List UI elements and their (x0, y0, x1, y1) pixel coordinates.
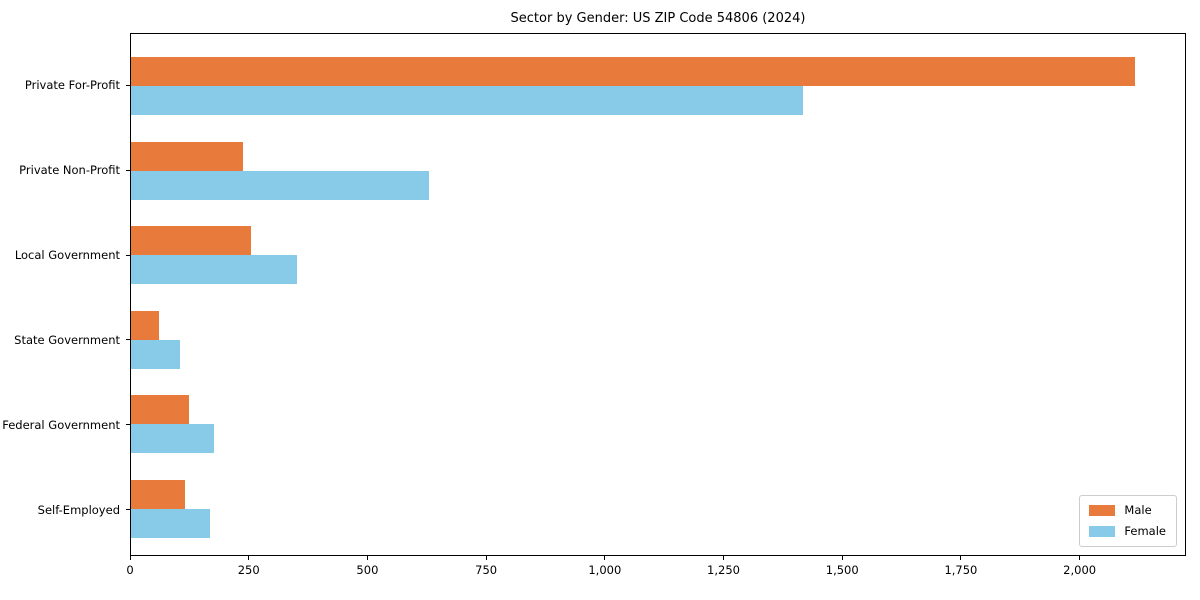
x-tick-mark (248, 556, 250, 560)
x-tick-label: 2,000 (1063, 563, 1097, 577)
y-axis-label: State Government (14, 332, 120, 347)
legend: Male Female (1079, 495, 1177, 547)
bar-female-self-employed (131, 508, 211, 538)
x-tick-mark (960, 556, 962, 560)
legend-swatch-male (1089, 504, 1116, 516)
bar-male-private-non-profit (131, 141, 243, 171)
plot-area: Male Female (130, 33, 1186, 556)
x-tick-label: 0 (126, 563, 134, 577)
y-axis-label: Self-Employed (37, 502, 120, 517)
y-axis-label: Local Government (14, 248, 120, 263)
x-tick-label: 500 (356, 563, 379, 577)
legend-label: Male (1124, 503, 1152, 517)
legend-swatch-female (1089, 525, 1116, 537)
x-tick-mark (841, 556, 843, 560)
y-axis-label: Private For-Profit (24, 78, 120, 93)
bar-female-state-government (131, 339, 180, 369)
y-label-row-federal-government: Federal Government (0, 382, 130, 467)
x-tick-label: 250 (237, 563, 260, 577)
x-tick-mark (366, 556, 368, 560)
y-label-row-private-non-profit: Private Non-Profit (0, 128, 130, 213)
y-axis-label: Private Non-Profit (19, 163, 120, 178)
bar-female-local-government (131, 255, 297, 285)
chart-title: Sector by Gender: US ZIP Code 54806 (202… (510, 11, 806, 26)
x-axis: 0 250 500 750 1,000 1,250 1,500 1,750 2,000 (126, 556, 1186, 590)
bar-female-private-non-profit (131, 170, 430, 200)
legend-entry-male: Male (1089, 503, 1166, 517)
y-label-row-self-employed: Self-Employed (0, 467, 130, 552)
bar-male-private-for-profit (131, 57, 1135, 87)
y-label-row-private-for-profit: Private For-Profit (0, 43, 130, 128)
bar-group-federal-government (131, 382, 1185, 467)
x-tick-label: 1,250 (707, 563, 740, 577)
x-tick-mark (1079, 556, 1081, 560)
x-tick-mark (604, 556, 606, 560)
x-tick-label: 750 (475, 563, 498, 577)
y-tick-mark (126, 509, 130, 511)
legend-label: Female (1124, 524, 1166, 538)
bar-male-self-employed (131, 479, 186, 509)
bar-group-private-non-profit (131, 129, 1185, 214)
y-axis-labels: Private For-Profit Private Non-Profit Loca… (0, 33, 130, 556)
bar-group-self-employed (131, 467, 1185, 552)
y-tick-mark (126, 339, 130, 341)
bar-group-state-government (131, 298, 1185, 383)
x-tick-label: 1,500 (825, 563, 859, 577)
x-tick-mark (129, 556, 131, 560)
y-label-row-state-government: State Government (0, 297, 130, 382)
x-tick-label: 1,000 (588, 563, 622, 577)
bar-group-local-government (131, 213, 1185, 298)
x-tick-mark (723, 556, 725, 560)
bars-layer (131, 34, 1185, 555)
bar-female-federal-government (131, 424, 214, 454)
x-tick-label: 1,750 (944, 563, 978, 577)
legend-entry-female: Female (1089, 524, 1166, 538)
y-tick-mark (126, 169, 130, 171)
bar-female-private-for-profit (131, 86, 804, 116)
y-label-row-local-government: Local Government (0, 213, 130, 298)
bar-group-private-for-profit (131, 44, 1185, 129)
y-tick-mark (126, 254, 130, 256)
bar-male-federal-government (131, 395, 189, 425)
y-axis-label: Federal Government (2, 417, 120, 432)
y-tick-mark (126, 84, 130, 86)
bar-male-state-government (131, 310, 159, 340)
bar-male-local-government (131, 226, 251, 256)
x-tick-mark (485, 556, 487, 560)
y-tick-mark (126, 424, 130, 426)
